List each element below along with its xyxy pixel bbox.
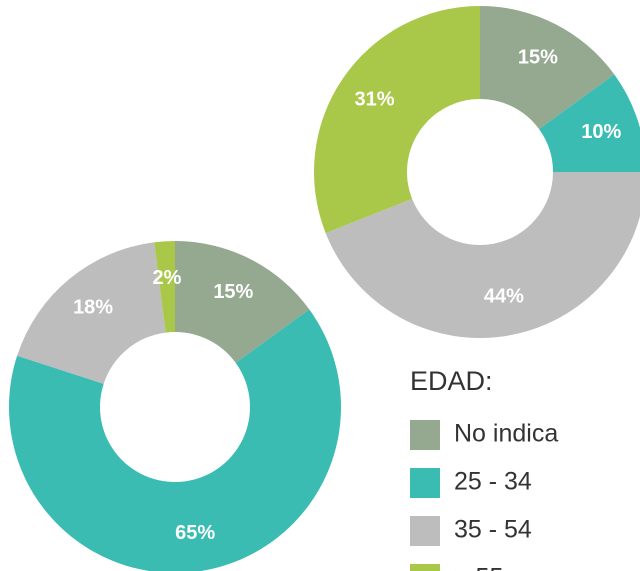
pie-segment — [9, 309, 341, 571]
legend-label: 35 - 54 — [454, 516, 532, 544]
data-label: 15% — [213, 281, 253, 303]
legend-label: No indica — [454, 420, 558, 448]
pie-segment — [17, 242, 166, 384]
pie-segment — [480, 6, 615, 130]
data-label: 2% — [152, 267, 181, 289]
pie-segment — [314, 6, 480, 234]
data-label: 31% — [355, 89, 395, 111]
data-label: 18% — [73, 296, 113, 318]
legend-label: 25 - 34 — [454, 468, 532, 496]
legend-swatch — [410, 564, 440, 571]
data-label: 65% — [175, 522, 215, 544]
legend-swatch — [410, 468, 440, 498]
legend-swatch — [410, 420, 440, 450]
data-label: 10% — [581, 121, 621, 143]
pie-segment — [325, 172, 640, 338]
data-label: 15% — [518, 47, 558, 69]
legend-swatch — [410, 516, 440, 546]
pie-segment — [539, 74, 640, 172]
legend-label: > 55 — [454, 564, 503, 571]
data-label: 44% — [484, 286, 524, 308]
pie-segment — [175, 241, 310, 363]
legend-title: EDAD: — [410, 366, 493, 396]
pie-segment — [154, 241, 175, 333]
